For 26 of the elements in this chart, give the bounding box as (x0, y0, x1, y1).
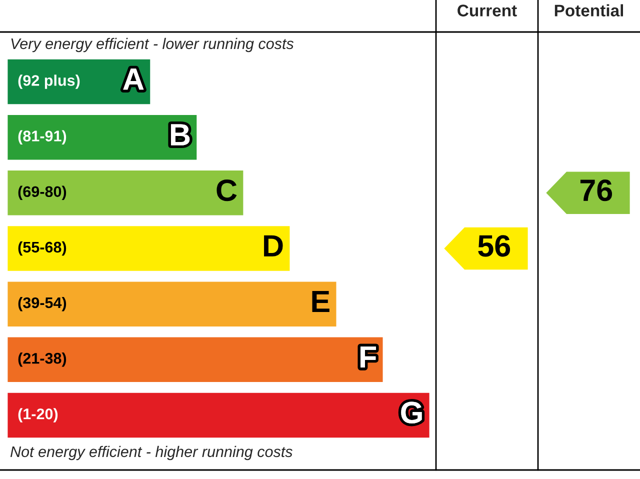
bar (7, 336, 384, 384)
annotation: (21-38) (18, 352, 66, 367)
text: Very energy efficient - lower running costs (11, 38, 294, 52)
y-tick-label: A (123, 68, 144, 90)
annotation: (81-91) (18, 130, 66, 144)
text: 76 (580, 179, 612, 202)
y-tick-label: D (264, 235, 283, 256)
y-tick-label: E (312, 290, 330, 312)
y-tick-label: B (170, 124, 190, 146)
bar (7, 280, 338, 328)
annotation: (1-20) (18, 408, 58, 422)
text: 56 (478, 235, 510, 257)
y-tick-label: C (216, 179, 237, 202)
text: Current (458, 4, 517, 16)
annotation: (69-80) (18, 186, 66, 200)
bar (7, 114, 198, 162)
annotation: (55-68) (18, 241, 66, 256)
text: Potential (554, 4, 624, 16)
bar (7, 224, 292, 272)
annotation: (39-54) (18, 296, 66, 312)
bar (7, 391, 430, 439)
y-tick-label: F (360, 346, 376, 368)
annotation: (92 plus) (18, 74, 80, 89)
y-tick-label: G (401, 402, 422, 424)
text: Not energy efficient - higher running costs (10, 446, 292, 460)
bar (7, 169, 245, 217)
